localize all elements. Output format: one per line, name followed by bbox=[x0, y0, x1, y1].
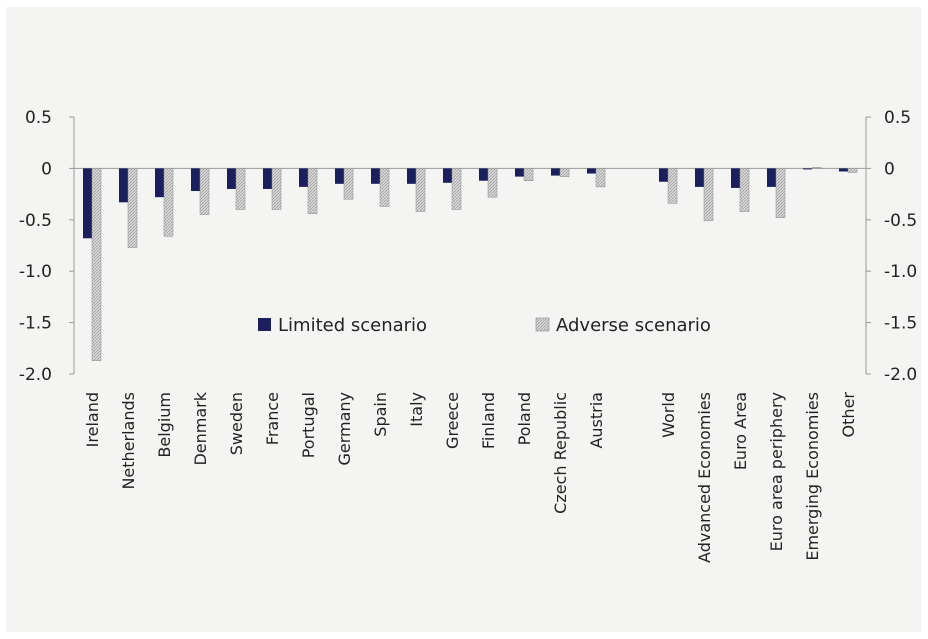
bar-limited bbox=[767, 168, 776, 187]
x-category-label: World bbox=[659, 392, 678, 438]
bar-adverse bbox=[343, 168, 354, 200]
y-tick-label-left: -1.5 bbox=[19, 314, 52, 334]
bar-adverse bbox=[451, 168, 462, 210]
bar-limited bbox=[191, 168, 200, 192]
bar-adverse bbox=[703, 168, 714, 222]
x-category-label: Portugal bbox=[299, 392, 318, 458]
bar-adverse bbox=[235, 168, 246, 210]
bar-limited bbox=[119, 168, 128, 203]
bar-adverse bbox=[523, 168, 534, 181]
x-category-label: Denmark bbox=[191, 391, 210, 465]
bar-adverse bbox=[307, 168, 318, 214]
x-category-label: Germany bbox=[335, 392, 354, 466]
bar-adverse bbox=[487, 168, 498, 198]
y-tick-label-left: 0.5 bbox=[25, 108, 52, 128]
bar-limited bbox=[155, 168, 164, 198]
bar-limited bbox=[695, 168, 704, 187]
bar-limited bbox=[299, 168, 308, 187]
legend-swatch-limited bbox=[258, 318, 271, 331]
x-category-label: Finland bbox=[479, 392, 498, 449]
bar-adverse bbox=[811, 167, 822, 169]
bar-chart: 0.5 0 -0.5 -1.0 -1.5 -2.0 0.5 0 -0.5 -1.0 -1.5 -2.… bbox=[19, 108, 917, 563]
y-tick-label-left: -0.5 bbox=[19, 211, 52, 231]
x-category-label: Belgium bbox=[155, 392, 174, 458]
x-category-label: Austria bbox=[587, 392, 606, 449]
x-category-label: Poland bbox=[515, 392, 534, 445]
x-category-label: Emerging Economies bbox=[803, 392, 822, 561]
bar-limited bbox=[839, 168, 848, 172]
x-category-label: Spain bbox=[371, 392, 390, 437]
bar-limited bbox=[335, 168, 344, 184]
x-category-label: Euro area periphery bbox=[767, 392, 786, 551]
x-category-label: Netherlands bbox=[119, 392, 138, 490]
bar-adverse bbox=[415, 168, 426, 212]
bar-adverse bbox=[163, 168, 174, 237]
y-tick-label-right: 0 bbox=[884, 159, 895, 179]
bar-adverse bbox=[271, 168, 282, 210]
bar-adverse bbox=[739, 168, 750, 212]
bar-limited bbox=[227, 168, 236, 189]
y-tick-label-right: -2.0 bbox=[884, 365, 917, 385]
bar-limited bbox=[731, 168, 740, 188]
legend-label-adverse: Adverse scenario bbox=[556, 315, 711, 336]
bar-limited bbox=[659, 168, 668, 182]
bar-adverse bbox=[775, 168, 786, 218]
y-tick-label-left: -2.0 bbox=[19, 365, 52, 385]
bar-limited bbox=[83, 168, 92, 239]
x-category-label: Euro Area bbox=[731, 392, 750, 470]
x-category-label: Czech Republic bbox=[551, 392, 570, 514]
bar-adverse bbox=[199, 168, 210, 215]
bar-limited bbox=[551, 168, 560, 176]
y-tick-label-right: -1.0 bbox=[884, 262, 917, 282]
bar-adverse bbox=[847, 168, 858, 173]
bar-limited bbox=[479, 168, 488, 181]
bar-limited bbox=[263, 168, 272, 189]
x-category-label: Advanced Economies bbox=[695, 392, 714, 563]
x-category-label: Greece bbox=[443, 392, 462, 449]
x-category-label: Sweden bbox=[227, 392, 246, 455]
bar-adverse bbox=[127, 168, 138, 248]
bar-limited bbox=[515, 168, 524, 177]
y-tick-label-left: 0 bbox=[41, 159, 52, 179]
bar-adverse bbox=[379, 168, 390, 207]
x-category-label: France bbox=[263, 392, 282, 445]
y-tick-label-left: -1.0 bbox=[19, 262, 52, 282]
chart-panel: 0.5 0 -0.5 -1.0 -1.5 -2.0 0.5 0 -0.5 -1.0 -1.5 -2.… bbox=[6, 7, 921, 632]
bar-limited bbox=[587, 168, 596, 174]
bar-adverse bbox=[595, 168, 606, 188]
x-category-label: Ireland bbox=[83, 392, 102, 447]
x-category-label: Italy bbox=[407, 392, 426, 427]
bar-adverse bbox=[91, 168, 102, 361]
bar-adverse bbox=[559, 168, 570, 177]
bar-limited bbox=[803, 168, 812, 170]
bar-adverse bbox=[667, 168, 678, 204]
legend-label-limited: Limited scenario bbox=[278, 315, 427, 336]
bar-limited bbox=[371, 168, 380, 184]
y-tick-label-right: 0.5 bbox=[884, 108, 911, 128]
x-category-label: Other bbox=[839, 392, 858, 438]
legend-swatch-adverse bbox=[535, 317, 550, 332]
bar-limited bbox=[443, 168, 452, 183]
bar-limited bbox=[407, 168, 416, 184]
y-tick-label-right: -0.5 bbox=[884, 211, 917, 231]
y-tick-label-right: -1.5 bbox=[884, 314, 917, 334]
